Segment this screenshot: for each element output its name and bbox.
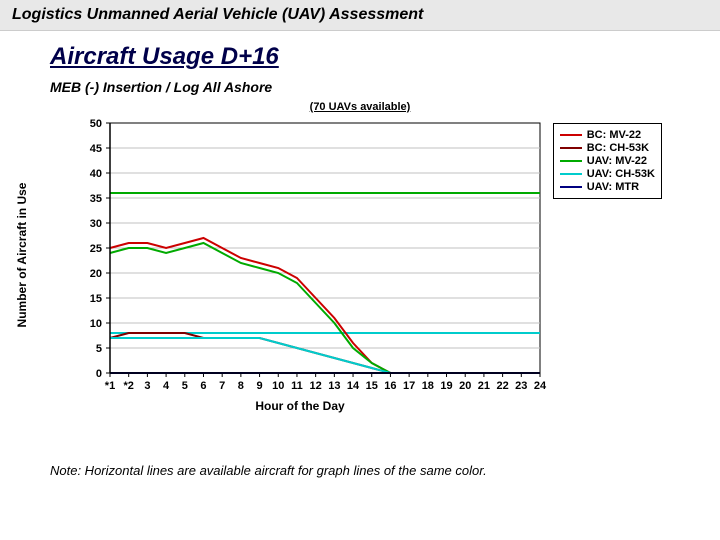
legend-swatch: [560, 147, 582, 149]
legend-item: UAV: CH-53K: [560, 168, 655, 180]
svg-text:30: 30: [90, 218, 102, 230]
svg-text:21: 21: [478, 380, 490, 392]
svg-text:25: 25: [90, 243, 102, 255]
svg-text:0: 0: [96, 368, 102, 380]
svg-text:8: 8: [238, 380, 244, 392]
svg-text:10: 10: [90, 318, 102, 330]
chart-container: Number of Aircraft in Use 05101520253035…: [50, 115, 670, 395]
footnote: Note: Horizontal lines are available air…: [0, 463, 720, 478]
page-subtitle: MEB (-) Insertion / Log All Ashore: [50, 79, 670, 95]
svg-text:6: 6: [200, 380, 206, 392]
page-title: Aircraft Usage D+16: [50, 43, 670, 71]
legend-label: UAV: MTR: [587, 181, 639, 193]
legend-swatch: [560, 173, 582, 175]
svg-text:19: 19: [440, 380, 452, 392]
legend-swatch: [560, 186, 582, 188]
svg-text:23: 23: [515, 380, 527, 392]
content: Aircraft Usage D+16 MEB (-) Insertion / …: [0, 31, 720, 413]
svg-text:*2: *2: [123, 380, 133, 392]
svg-text:5: 5: [96, 343, 102, 355]
svg-text:22: 22: [496, 380, 508, 392]
svg-text:20: 20: [90, 268, 102, 280]
svg-text:5: 5: [182, 380, 188, 392]
legend-label: UAV: CH-53K: [587, 168, 655, 180]
chart-wrap: (70 UAVs available) Number of Aircraft i…: [50, 101, 670, 413]
legend-swatch: [560, 160, 582, 162]
svg-text:*1: *1: [105, 380, 115, 392]
svg-text:11: 11: [291, 380, 303, 392]
y-axis-label: Number of Aircraft in Use: [15, 183, 29, 328]
svg-text:14: 14: [347, 380, 360, 392]
legend-label: UAV: MV-22: [587, 155, 647, 167]
svg-text:12: 12: [310, 380, 322, 392]
svg-text:4: 4: [163, 380, 170, 392]
svg-text:20: 20: [459, 380, 471, 392]
svg-text:40: 40: [90, 168, 102, 180]
svg-text:15: 15: [366, 380, 378, 392]
legend-item: UAV: MTR: [560, 181, 655, 193]
svg-text:35: 35: [90, 193, 102, 205]
legend-swatch: [560, 134, 582, 136]
x-axis-label: Hour of the Day: [50, 399, 670, 413]
header-bar: Logistics Unmanned Aerial Vehicle (UAV) …: [0, 0, 720, 31]
svg-text:17: 17: [403, 380, 415, 392]
svg-text:24: 24: [534, 380, 547, 392]
svg-text:13: 13: [328, 380, 340, 392]
legend: BC: MV-22BC: CH-53KUAV: MV-22UAV: CH-53K…: [553, 123, 662, 199]
svg-text:50: 50: [90, 118, 102, 130]
svg-text:45: 45: [90, 143, 102, 155]
svg-text:18: 18: [422, 380, 434, 392]
svg-text:9: 9: [257, 380, 263, 392]
svg-text:15: 15: [90, 293, 102, 305]
svg-text:7: 7: [219, 380, 225, 392]
legend-item: BC: MV-22: [560, 129, 655, 141]
legend-item: BC: CH-53K: [560, 142, 655, 154]
svg-text:16: 16: [384, 380, 396, 392]
legend-item: UAV: MV-22: [560, 155, 655, 167]
svg-text:3: 3: [144, 380, 150, 392]
available-label: (70 UAVs available): [50, 101, 670, 113]
legend-label: BC: CH-53K: [587, 142, 649, 154]
svg-text:10: 10: [272, 380, 284, 392]
header-title: Logistics Unmanned Aerial Vehicle (UAV) …: [12, 6, 708, 24]
legend-label: BC: MV-22: [587, 129, 641, 141]
